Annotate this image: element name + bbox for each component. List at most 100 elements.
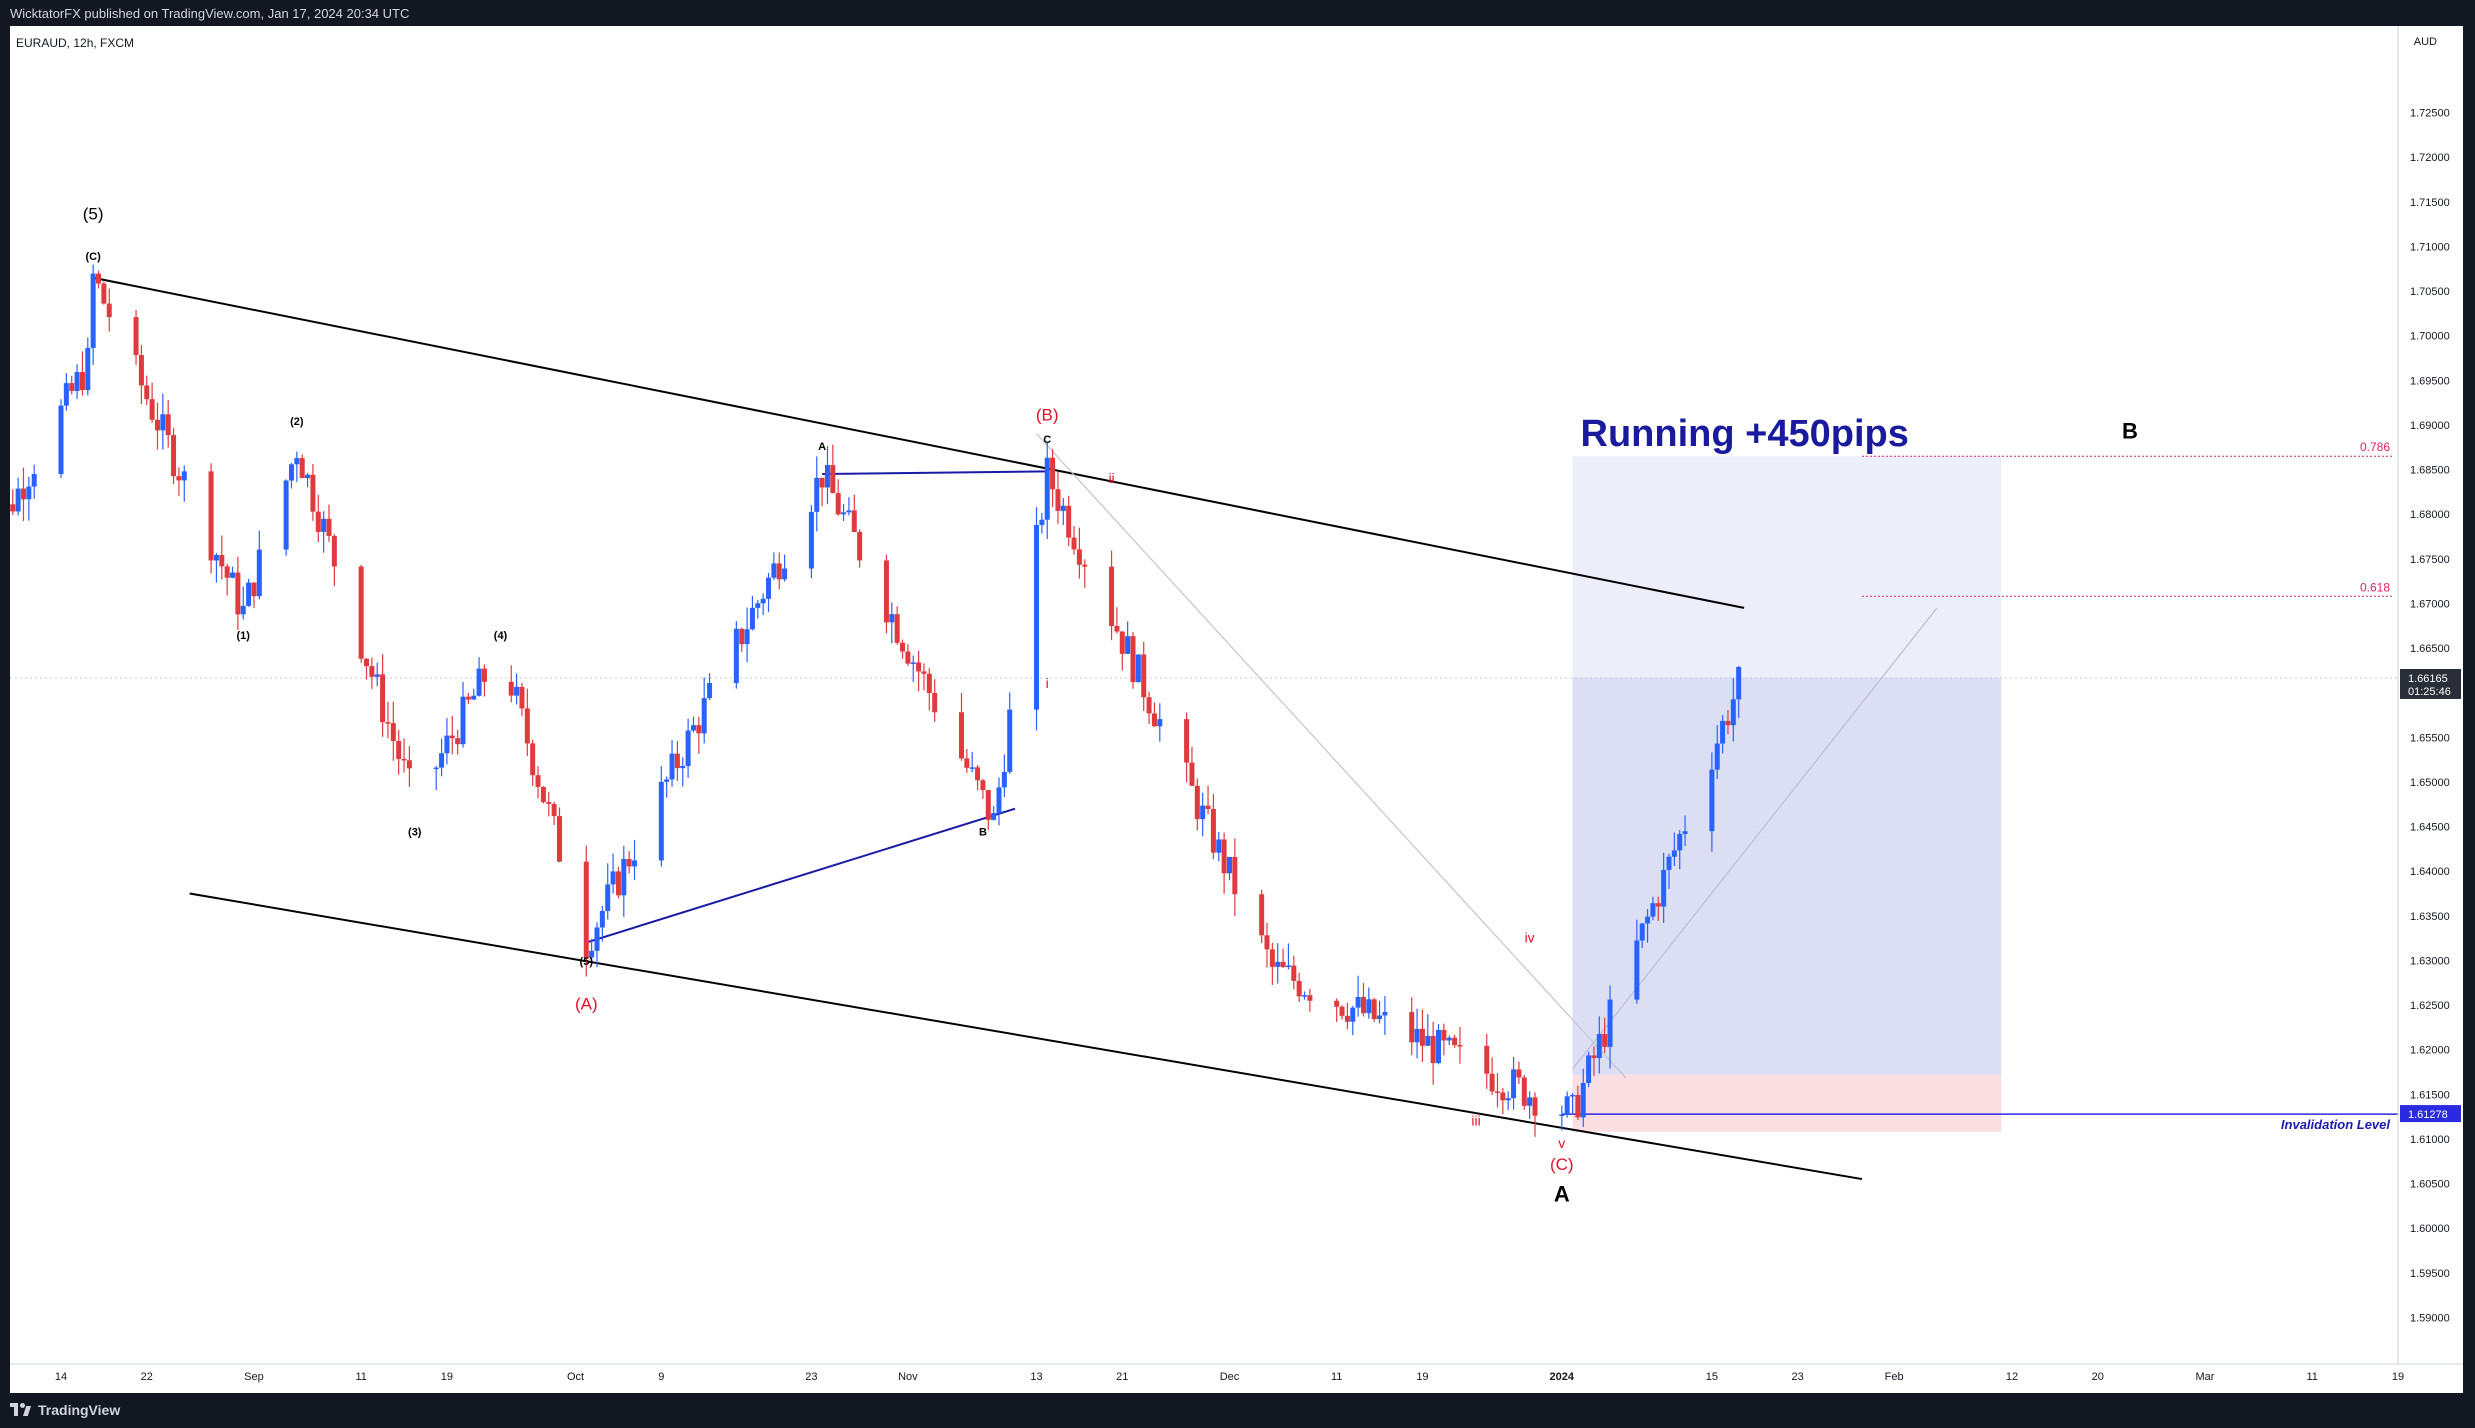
candle-body[interactable] [1489,1073,1495,1092]
candle-body[interactable] [465,696,471,700]
candle-body[interactable] [1264,935,1270,950]
candle-body[interactable] [535,775,541,787]
candle-body[interactable] [1457,1045,1463,1047]
candle-body[interactable] [519,686,525,709]
blue-resistance-line[interactable] [822,470,1048,476]
candle-body[interactable] [1564,1096,1570,1115]
candle-body[interactable] [1430,1035,1436,1064]
candle-body[interactable] [701,698,707,734]
candle-body[interactable] [1714,743,1720,770]
candle-body[interactable] [455,738,461,745]
candle-body[interactable] [481,668,487,682]
candle-body[interactable] [385,722,391,724]
candle-body[interactable] [1586,1055,1592,1084]
candle-body[interactable] [1382,1011,1388,1016]
candle-body[interactable] [230,572,236,578]
candle-body[interactable] [1232,856,1238,895]
candle-body[interactable] [1505,1098,1511,1101]
candle-body[interactable] [964,758,970,768]
candle-body[interactable] [1409,1011,1415,1043]
candle-body[interactable] [1146,697,1152,714]
candle-body[interactable] [358,566,364,659]
candle-body[interactable] [814,477,820,512]
candle-body[interactable] [749,607,755,630]
candle-body[interactable] [782,568,788,580]
candle-body[interactable] [1511,1069,1517,1099]
candle-body[interactable] [621,859,627,896]
invalidation-tag[interactable] [2400,1105,2461,1123]
candle-body[interactable] [1226,856,1232,874]
candle-body[interactable] [1210,809,1216,853]
candle-body[interactable] [1666,856,1672,870]
candle-body[interactable] [1114,625,1120,632]
candle-body[interactable] [1580,1083,1586,1118]
candle-body[interactable] [138,355,144,386]
candle-body[interactable] [1216,839,1222,853]
candle-body[interactable] [674,753,680,769]
candle-body[interactable] [846,510,852,513]
candle-body[interactable] [219,554,225,567]
candle-body[interactable] [594,927,600,951]
candle-body[interactable] [26,486,32,500]
candle-body[interactable] [1371,999,1377,1020]
candle-body[interactable] [1071,537,1077,550]
candle-body[interactable] [1634,940,1640,1000]
candle-body[interactable] [1494,1091,1500,1093]
grey-diagonal-up[interactable] [1572,607,1938,1070]
candle-body[interactable] [739,628,745,645]
candle-body[interactable] [165,414,171,436]
candle-body[interactable] [1302,995,1308,997]
candle-body[interactable] [1360,996,1366,1014]
candle-body[interactable] [991,813,997,820]
candle-body[interactable] [390,723,396,742]
tradingview-logo[interactable]: TradingView [10,1402,120,1418]
candle-body[interactable] [900,642,906,652]
candle-body[interactable] [958,712,964,759]
candle-body[interactable] [1730,699,1736,726]
candle-body[interactable] [1044,457,1050,520]
candle-body[interactable] [1527,1097,1533,1106]
chart-canvas[interactable]: 0.786 0.618 Invalidation Level (5) (C) (2) (1)… [10,26,2463,1393]
candle-body[interactable] [766,577,772,599]
candle-body[interactable] [996,787,1002,814]
candle-body[interactable] [685,730,691,767]
last-price-tag[interactable] [2400,668,2461,699]
candle-body[interactable] [626,859,632,867]
candle-body[interactable] [707,683,713,699]
candle-body[interactable] [985,790,991,820]
candle-body[interactable] [1570,1094,1576,1097]
candle-body[interactable] [1677,834,1683,851]
candle-body[interactable] [514,686,520,696]
candle-body[interactable] [331,535,337,567]
candle-body[interactable] [696,725,702,734]
candle-body[interactable] [1720,720,1726,744]
candle-body[interactable] [74,372,80,391]
candle-body[interactable] [1125,636,1131,654]
candle-body[interactable] [160,414,166,431]
candle-body[interactable] [1109,566,1115,626]
candle-body[interactable] [1280,961,1286,968]
candle-body[interactable] [224,566,230,578]
candle-body[interactable] [1441,1029,1447,1041]
candle-body[interactable] [374,674,380,677]
candle-body[interactable] [508,681,514,696]
candle-body[interactable] [615,871,621,896]
candle-body[interactable] [905,651,911,664]
candle-body[interactable] [1285,965,1291,968]
candle-body[interactable] [471,695,477,700]
candle-body[interactable] [841,512,847,515]
candle-body[interactable] [321,518,327,532]
candle-body[interactable] [546,802,552,805]
candle-body[interactable] [883,560,889,623]
chart-frame[interactable]: 0.786 0.618 Invalidation Level (5) (C) (2) (1)… [10,26,2463,1393]
candle-body[interactable] [1082,564,1088,567]
candle-body[interactable] [251,582,257,597]
candle-body[interactable] [589,950,595,958]
candle-body[interactable] [396,741,402,759]
candle-body[interactable] [1151,713,1157,727]
candle-body[interactable] [154,419,160,431]
candle-body[interactable] [1366,999,1372,1014]
candle-body[interactable] [1001,771,1007,788]
candle-body[interactable] [449,735,455,739]
candle-body[interactable] [658,781,664,861]
